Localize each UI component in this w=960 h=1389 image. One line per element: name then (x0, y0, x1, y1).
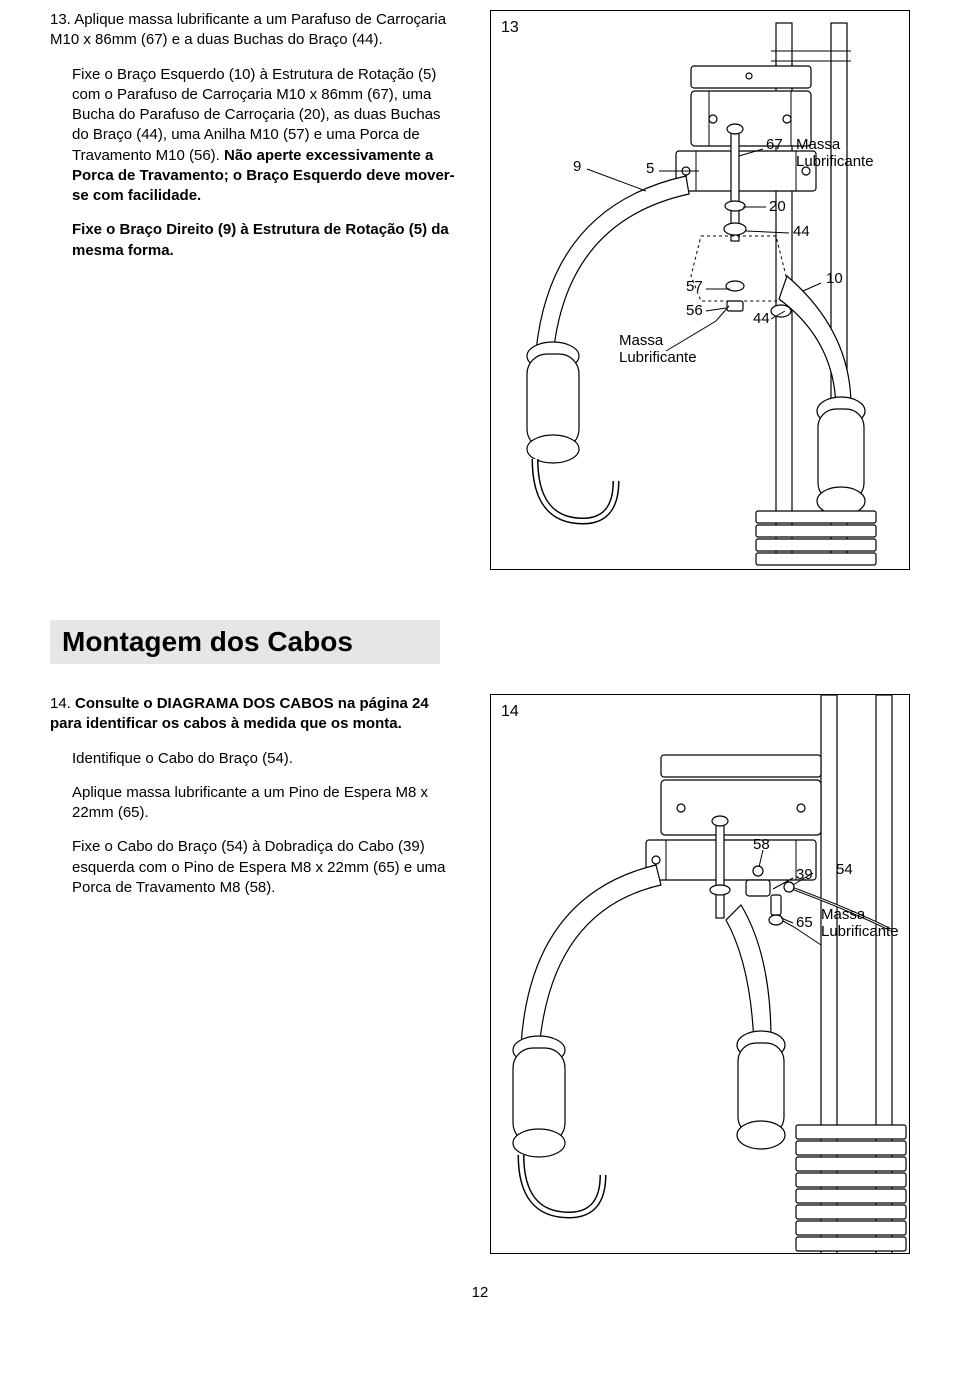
step13-p3: Fixe o Braço Direito (9) à Estrutura de … (72, 220, 460, 261)
label-39: 39 (796, 867, 813, 884)
label-65: 65 (796, 915, 813, 932)
label-44a: 44 (793, 224, 810, 241)
page-number: 12 (50, 1284, 910, 1301)
label-67: 67 (766, 137, 783, 154)
label-57: 57 (686, 279, 703, 296)
step14-p4: Fixe o Cabo do Braço (54) à Dobradiça do… (72, 837, 460, 898)
label-10: 10 (826, 271, 843, 288)
diagram-13: 13 (490, 10, 910, 570)
step13-p1: Aplique massa lubrificante a um Parafuso… (50, 11, 446, 48)
step14-text: 14. Consulte o DIAGRAMA DOS CABOS na pág… (50, 694, 460, 1254)
step14-p2: Identifique o Cabo do Braço (54). (72, 749, 460, 769)
step14-p3: Aplique massa lubrificante a um Pino de … (72, 783, 460, 824)
label-44b: 44 (753, 311, 770, 328)
step14-p1a: Consulte o DIAGRAMA DOS CABOS na página … (50, 695, 429, 732)
label-54: 54 (836, 862, 853, 879)
label-5: 5 (646, 161, 654, 178)
section-title: Montagem dos Cabos (50, 620, 440, 664)
label-grease-14: Massa Lubrificante (821, 907, 899, 940)
label-58: 58 (753, 837, 770, 854)
step13-text: 13. Aplique massa lubrificante a um Para… (50, 10, 460, 570)
label-9: 9 (573, 159, 581, 176)
label-grease-top: Massa Lubrificante (796, 137, 874, 170)
diagram-14: 14 (490, 694, 910, 1254)
step13-number: 13. (50, 11, 71, 28)
label-grease-bot: Massa Lubrificante (619, 333, 697, 366)
label-20: 20 (769, 199, 786, 216)
label-56: 56 (686, 303, 703, 320)
step14-number: 14. (50, 695, 71, 712)
